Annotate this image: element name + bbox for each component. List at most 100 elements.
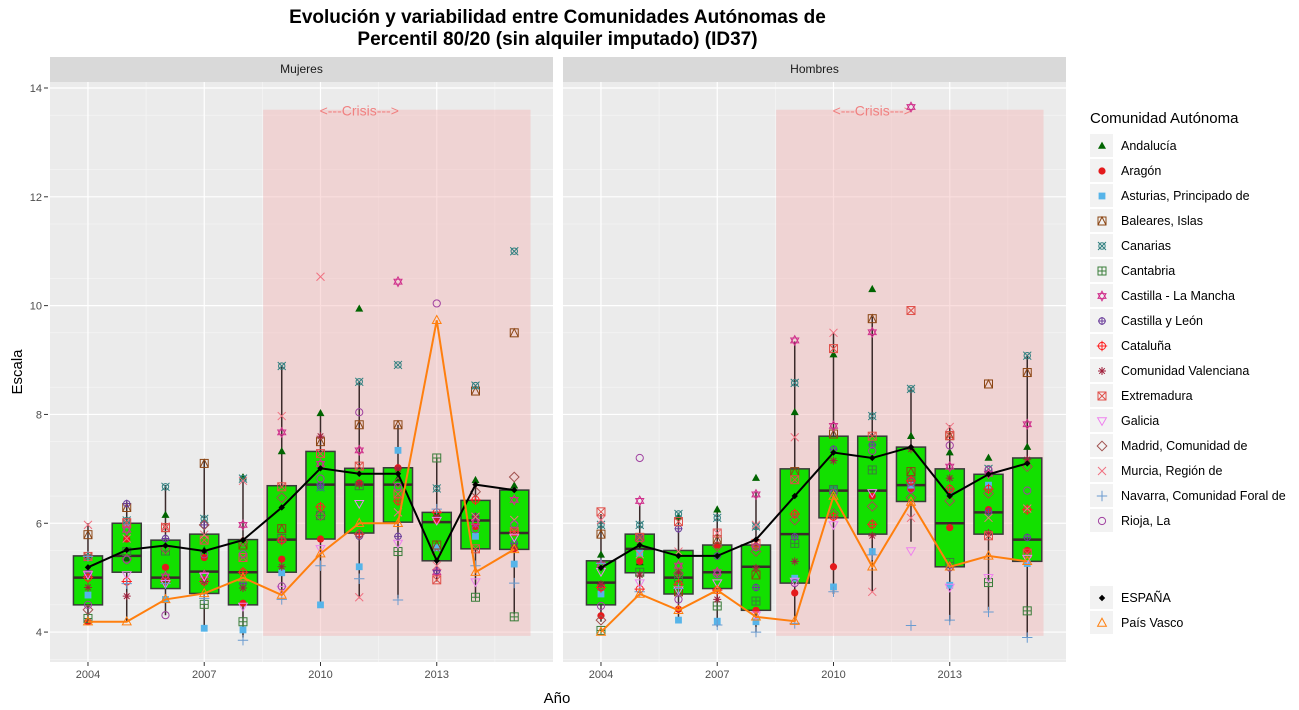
point-cantabria bbox=[867, 465, 877, 475]
point-pais-vasco bbox=[711, 584, 723, 594]
legend-item-espana: ESPAÑA bbox=[1090, 585, 1286, 610]
point-andalucia bbox=[868, 284, 877, 293]
point-extremadura bbox=[635, 532, 645, 542]
point-galicia bbox=[315, 545, 326, 555]
point-pais-vasco bbox=[392, 517, 404, 527]
point-canarias bbox=[393, 360, 403, 370]
chart-title-line1: Evolución y variabilidad entre Comunidad… bbox=[289, 7, 826, 28]
point-baleares-islas bbox=[83, 529, 93, 540]
point-rioja-la bbox=[674, 595, 683, 604]
point-comunidad-valenciana bbox=[674, 568, 683, 577]
y-tick-label: 14 bbox=[30, 83, 42, 95]
point-galicia bbox=[866, 489, 878, 499]
points-comunidad-valenciana bbox=[596, 445, 1032, 604]
crisis-label: <---Crisis---> bbox=[320, 103, 399, 119]
point-rioja-la bbox=[393, 482, 403, 491]
point-rioja-la bbox=[713, 570, 722, 579]
point-extremadura bbox=[315, 449, 325, 459]
point-castilla-la-mancha bbox=[121, 523, 132, 536]
point-espana bbox=[752, 536, 760, 543]
point-pais-vasco bbox=[198, 587, 210, 598]
point-espana bbox=[946, 492, 953, 500]
point-espana bbox=[356, 470, 363, 477]
legend-key-icon bbox=[1090, 384, 1113, 407]
point-murcia-region-de bbox=[238, 476, 248, 486]
point-baleares-islas bbox=[277, 523, 287, 534]
point-cantabria bbox=[470, 592, 480, 602]
point-murcia-region-de bbox=[1022, 504, 1032, 513]
points-rioja-la bbox=[83, 299, 519, 620]
point-espana bbox=[84, 564, 92, 571]
point-espana bbox=[714, 552, 721, 560]
point-extremadura bbox=[393, 489, 403, 499]
point-andalucia bbox=[945, 448, 954, 456]
box bbox=[305, 450, 336, 540]
legend-label: Comunidad Valenciana bbox=[1121, 363, 1250, 378]
point-comunidad-valenciana bbox=[316, 432, 325, 441]
point-asturias-principado-de bbox=[472, 532, 479, 540]
point-comunidad-valenciana bbox=[635, 570, 644, 579]
legend-item-cantabria: Cantabria bbox=[1090, 258, 1286, 283]
point-castilla-y-leon bbox=[122, 499, 131, 508]
point-murcia-region-de bbox=[906, 513, 916, 523]
point-rioja-la bbox=[751, 543, 761, 552]
line-pais-vasco bbox=[82, 314, 520, 626]
point-murcia-region-de bbox=[316, 272, 325, 282]
point-castilla-y-leon bbox=[161, 534, 170, 543]
point-canarias bbox=[509, 246, 519, 256]
point-extremadura bbox=[945, 431, 955, 441]
point-castilla-y-leon bbox=[751, 583, 760, 592]
legend-label: Cataluña bbox=[1121, 338, 1172, 353]
line-espana bbox=[84, 465, 518, 571]
point-pais-vasco bbox=[634, 588, 645, 598]
point-navarra-comunidad-foral-de bbox=[750, 626, 762, 638]
point-comunidad-valenciana bbox=[238, 584, 247, 593]
point-galicia bbox=[121, 571, 132, 581]
point-madrid-comunidad-de bbox=[276, 492, 288, 504]
point-andalucia bbox=[713, 505, 722, 513]
legend-key-icon bbox=[1090, 134, 1113, 157]
legend-item-navarra-comunidad-foral-de: Navarra, Comunidad Foral de bbox=[1090, 483, 1286, 508]
point-madrid-comunidad-de bbox=[944, 495, 956, 507]
point-navarra-comunidad-foral-de bbox=[944, 614, 955, 626]
y-tick-label: 8 bbox=[36, 409, 42, 421]
point-extremadura bbox=[983, 531, 993, 541]
point-espana bbox=[162, 542, 169, 549]
point-aragon bbox=[636, 557, 644, 565]
point-asturias-principado-de bbox=[355, 563, 363, 571]
point-madrid-comunidad-de bbox=[595, 614, 607, 626]
point-canarias bbox=[635, 520, 645, 530]
point-canarias bbox=[712, 513, 722, 523]
point-castilla-la-mancha bbox=[1022, 418, 1033, 431]
point-navarra-comunidad-foral-de bbox=[121, 578, 132, 589]
legend-key-icon bbox=[1090, 409, 1113, 432]
point-cataluna bbox=[867, 519, 878, 530]
point-canarias bbox=[354, 377, 364, 387]
point-andalucia bbox=[596, 550, 605, 558]
point-navarra-comunidad-foral-de bbox=[983, 606, 994, 618]
point-asturias-principado-de bbox=[752, 618, 760, 626]
strip-header bbox=[50, 57, 553, 82]
point-murcia-region-de bbox=[596, 515, 606, 525]
point-pais-vasco bbox=[509, 543, 520, 554]
point-madrid-comunidad-de bbox=[866, 500, 878, 512]
legend-label: Extremadura bbox=[1121, 388, 1193, 403]
point-espana bbox=[869, 454, 876, 462]
legend-key-icon bbox=[1090, 159, 1113, 182]
point-extremadura bbox=[432, 575, 442, 585]
legend-item-rioja-la: Rioja, La bbox=[1090, 508, 1286, 533]
point-navarra-comunidad-foral-de bbox=[199, 593, 210, 604]
point-murcia-region-de bbox=[122, 534, 132, 543]
x-tick-label: 2007 bbox=[705, 669, 729, 681]
crisis-label: <---Crisis---> bbox=[833, 103, 912, 119]
point-asturias-principado-de bbox=[510, 560, 518, 568]
x-tick-label: 2007 bbox=[192, 669, 216, 681]
point-galicia bbox=[353, 499, 365, 510]
point-navarra-comunidad-foral-de bbox=[712, 619, 723, 631]
point-madrid-comunidad-de bbox=[672, 567, 684, 579]
point-extremadura bbox=[354, 461, 364, 471]
point-andalucia bbox=[829, 350, 838, 358]
point-rioja-la bbox=[122, 555, 131, 564]
point-madrid-comunidad-de bbox=[82, 604, 94, 616]
point-espana bbox=[201, 547, 208, 555]
